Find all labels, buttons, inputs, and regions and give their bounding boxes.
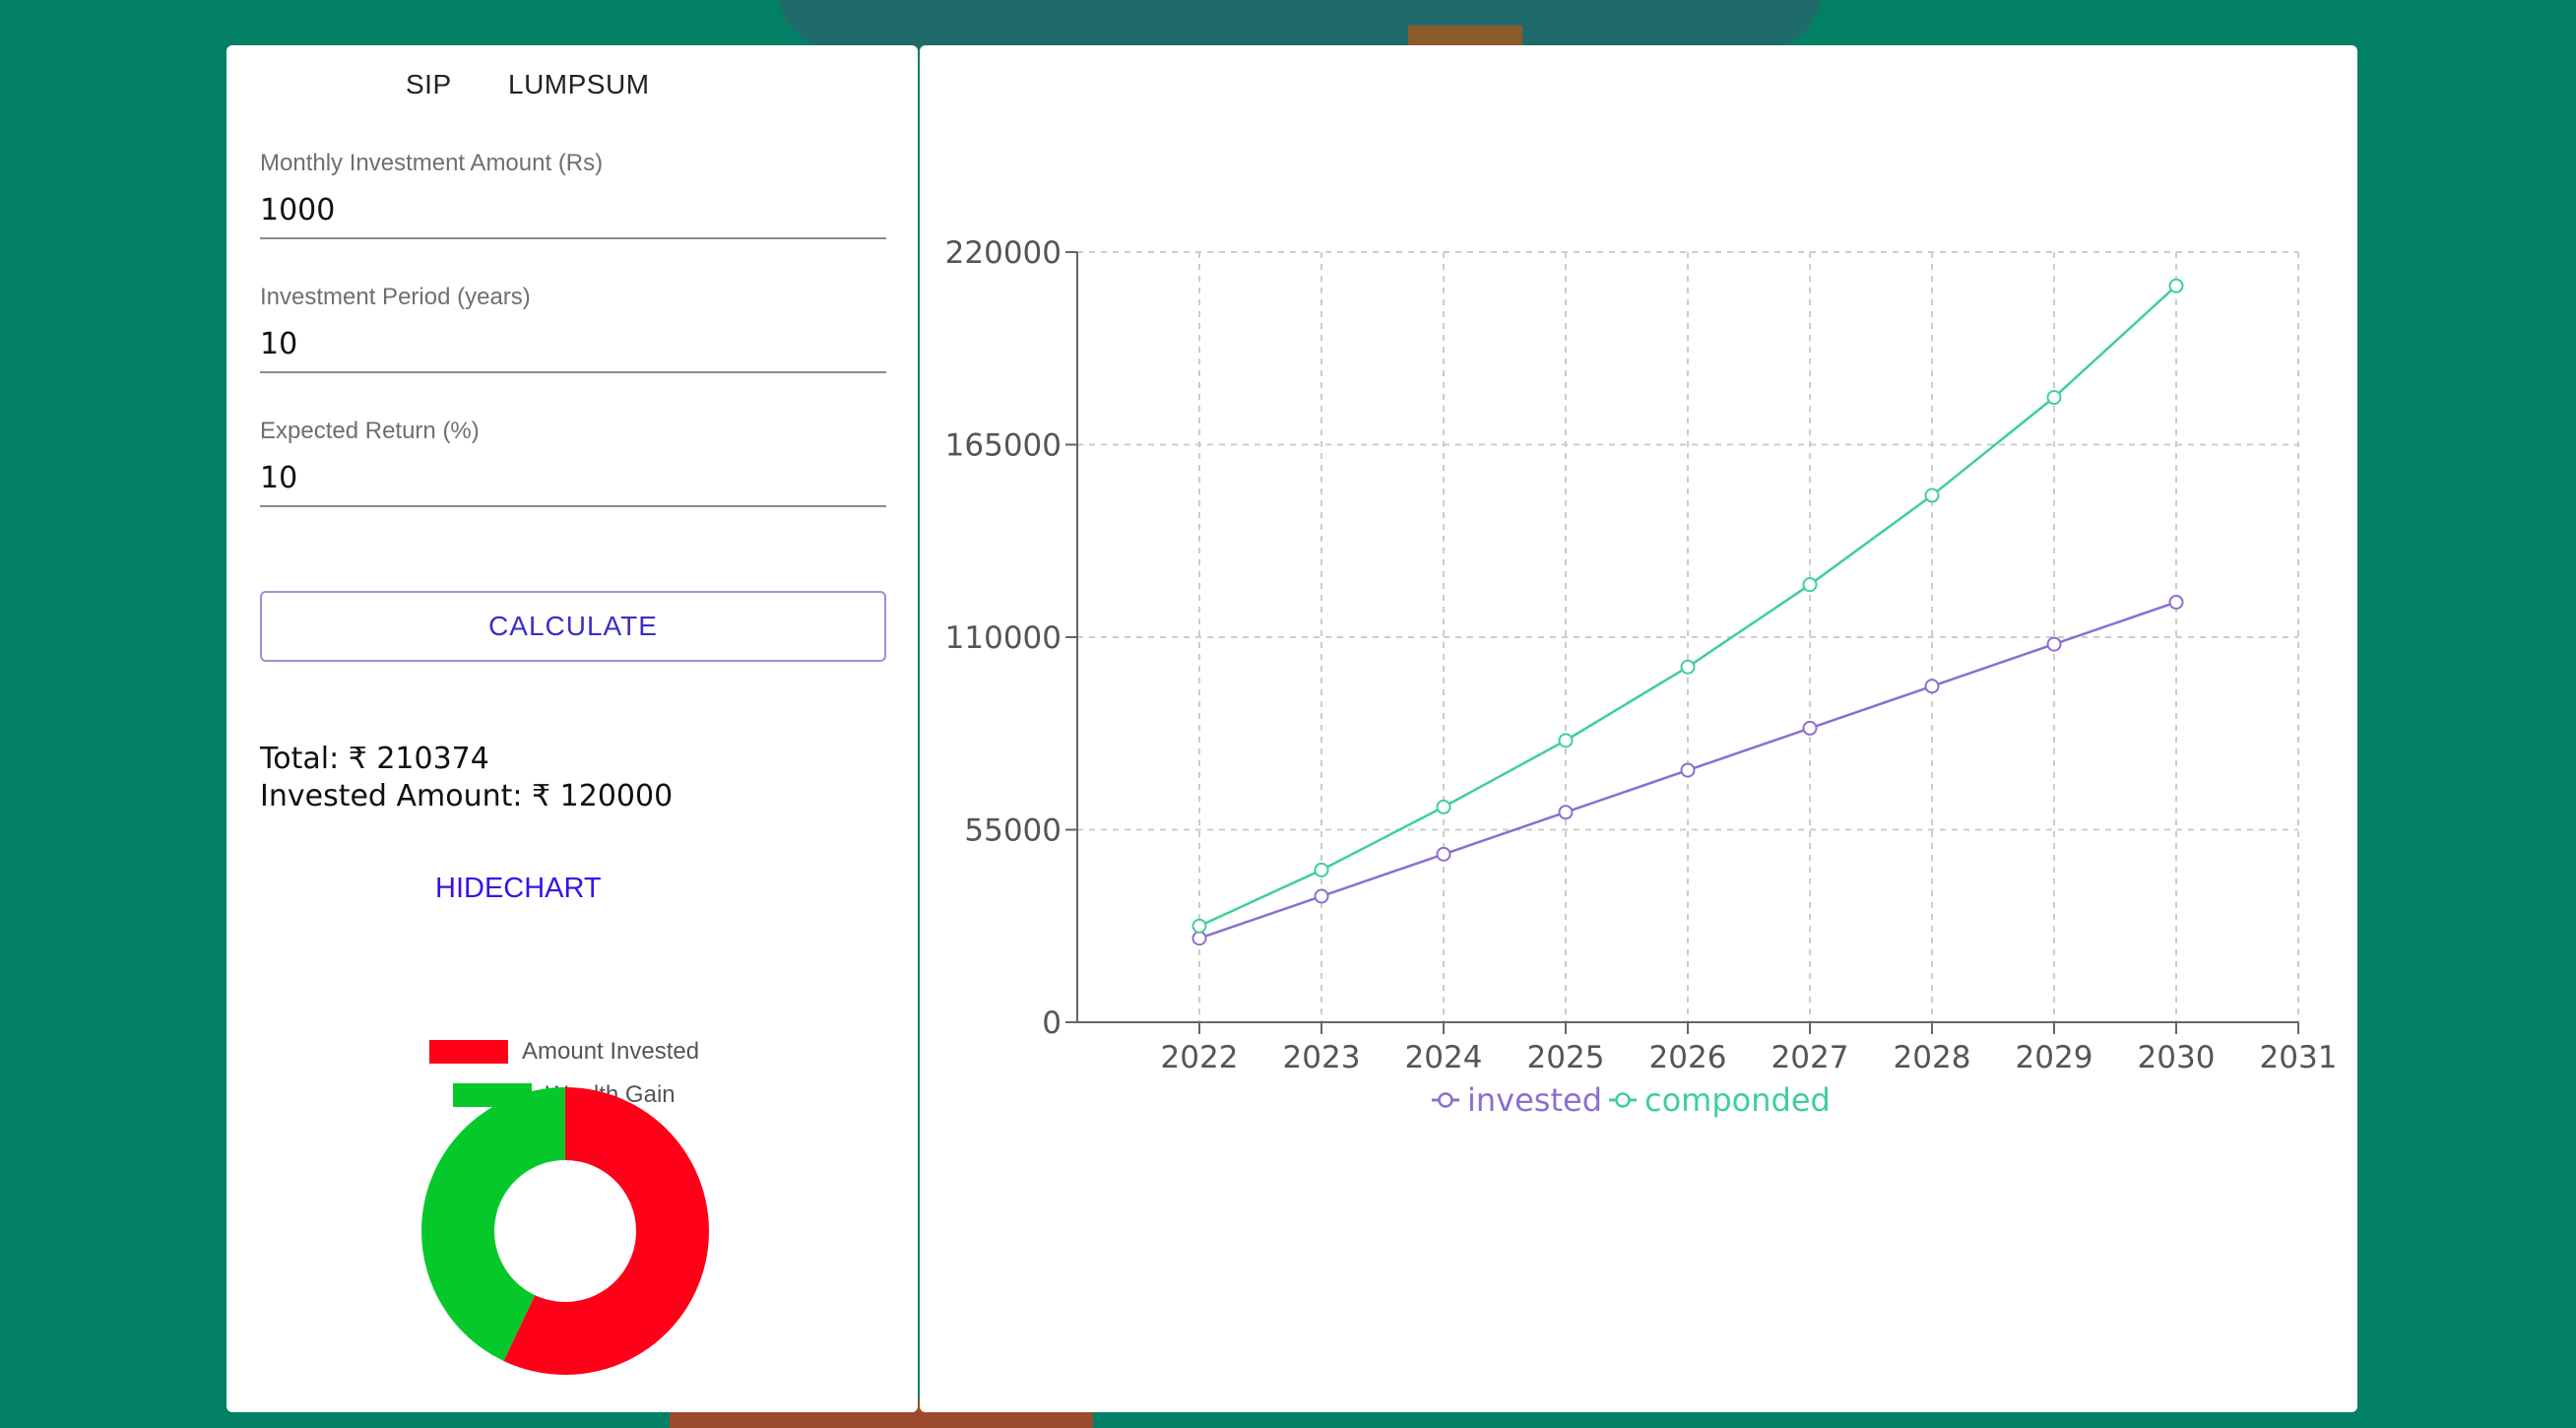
data-point-invested[interactable] (1436, 846, 1451, 862)
hide-chart-button[interactable]: HIDECHART (435, 873, 602, 904)
legend-marker-icon (1438, 1092, 1453, 1108)
x-tick-label: 2028 (1894, 1040, 1971, 1075)
calculator-tabs: SIP LUMPSUM (226, 69, 918, 118)
data-point-componded[interactable] (2046, 390, 2062, 406)
x-tick-label: 2024 (1405, 1040, 1483, 1075)
results-summary: Total: ₹ 210374 Invested Amount: ₹ 12000… (260, 741, 673, 815)
y-tick-label: 220000 (945, 235, 1062, 271)
expected-return-field: Expected Return (%) (260, 418, 886, 507)
data-point-invested[interactable] (1191, 931, 1207, 946)
x-tick-label: 2027 (1771, 1040, 1849, 1075)
tab-lumpsum[interactable]: LUMPSUM (508, 69, 650, 99)
investment-period-field: Investment Period (years) (260, 284, 886, 373)
data-point-componded[interactable] (1314, 862, 1329, 877)
x-tick-label: 2025 (1527, 1040, 1605, 1075)
calculator-panel: SIP LUMPSUM Monthly Investment Amount (R… (226, 45, 918, 1412)
data-point-componded[interactable] (1680, 659, 1696, 675)
series-line-componded (1198, 285, 2177, 928)
expected-return-input[interactable] (260, 451, 886, 507)
legend-swatch (429, 1040, 508, 1064)
invested-amount-value: Invested Amount: ₹ 120000 (260, 779, 674, 813)
calculate-button[interactable]: CALCULATE (260, 591, 886, 662)
x-tick-label: 2029 (2016, 1040, 2093, 1075)
y-tick-label: 55000 (964, 813, 1062, 849)
data-point-invested[interactable] (2046, 636, 2062, 652)
legend-label-componded[interactable]: componded (1644, 1081, 1831, 1119)
donut-chart (420, 1087, 709, 1375)
y-tick-label: 0 (1042, 1006, 1062, 1041)
y-tick-label: 110000 (945, 620, 1062, 656)
data-point-invested[interactable] (1314, 888, 1329, 904)
expected-return-label: Expected Return (%) (260, 418, 480, 444)
data-point-componded[interactable] (1802, 577, 1818, 593)
monthly-investment-input[interactable] (260, 183, 886, 239)
donut-slice[interactable] (420, 1087, 565, 1361)
data-point-componded[interactable] (1558, 733, 1574, 748)
data-point-invested[interactable] (1558, 805, 1574, 820)
data-point-componded[interactable] (2168, 278, 2184, 293)
legend-marker-icon (1615, 1092, 1631, 1108)
growth-line-chart: 0 55000 110000 165000 220000 2022 2023 2024 2025… (945, 235, 2338, 1119)
data-point-invested[interactable] (1924, 679, 1940, 694)
data-point-componded[interactable] (1191, 918, 1207, 934)
total-value: Total: ₹ 210374 (260, 742, 489, 776)
data-point-invested[interactable] (2168, 594, 2184, 610)
x-tick-label: 2022 (1161, 1040, 1239, 1075)
investment-period-label: Investment Period (years) (260, 284, 531, 310)
monthly-investment-field: Monthly Investment Amount (Rs) (260, 150, 886, 239)
x-tick-label: 2030 (2138, 1040, 2216, 1075)
pie-legend-item[interactable]: Amount Invested (429, 1038, 699, 1066)
legend-label: Amount Invested (522, 1038, 700, 1065)
x-tick-label: 2023 (1283, 1040, 1361, 1075)
data-point-invested[interactable] (1802, 720, 1818, 736)
donut-slice[interactable] (503, 1087, 709, 1375)
x-tick-label: 2031 (2260, 1040, 2338, 1075)
background-shape (778, 0, 1822, 49)
tab-sip[interactable]: SIP (406, 69, 452, 99)
monthly-investment-label: Monthly Investment Amount (Rs) (260, 150, 604, 176)
chart-panel: 0 55000 110000 165000 220000 2022 2023 2024 2025… (920, 45, 2357, 1412)
investment-period-input[interactable] (260, 317, 886, 373)
data-point-componded[interactable] (1436, 799, 1451, 814)
data-point-invested[interactable] (1680, 762, 1696, 778)
y-tick-label: 165000 (945, 428, 1062, 464)
x-tick-label: 2026 (1649, 1040, 1727, 1075)
data-point-componded[interactable] (1924, 487, 1940, 503)
legend-label-invested[interactable]: invested (1467, 1081, 1602, 1119)
